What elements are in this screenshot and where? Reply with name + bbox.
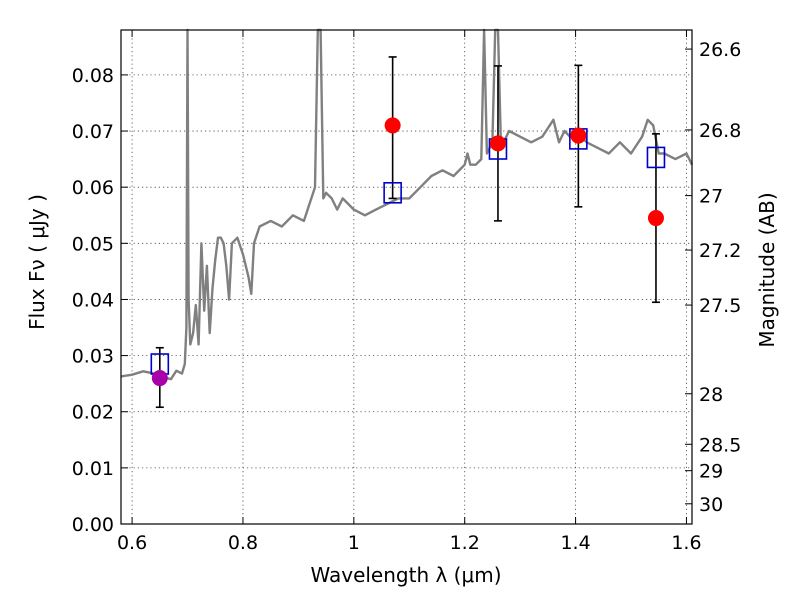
magnitude-tick-label: 27 — [699, 186, 723, 208]
magnitude-tick-label: 30 — [699, 494, 723, 516]
x-tick-label: 1.4 — [560, 532, 590, 554]
x-axis: 0.6 0.8 1 1.2 1.4 1.6 — [117, 30, 702, 554]
magnitude-tick-label: 28.5 — [699, 434, 741, 456]
y-tick-label: 0.02 — [72, 402, 114, 424]
x-tick-label: 0.8 — [228, 532, 258, 554]
grid-layer — [121, 30, 692, 525]
magnitude-axis: 26.6 26.8 27 27.2 27.5 28 28.5 29 30 — [685, 39, 741, 516]
magnitude-tick-label: 27.5 — [699, 295, 741, 317]
y-tick-label: 0.07 — [72, 121, 114, 143]
spectrum-line — [120, 28, 694, 381]
y-tick-label: 0.05 — [72, 233, 114, 255]
errorbar-layer — [155, 56, 660, 409]
square-layer — [150, 128, 666, 375]
x-tick-label: 0.6 — [117, 532, 147, 554]
magnitude-tick-label: 27.2 — [699, 240, 741, 262]
y-tick-label: 0.01 — [72, 458, 114, 480]
observed-flux-point — [384, 117, 401, 134]
y-tick-label: 0.06 — [72, 177, 114, 199]
x-tick-label: 1 — [348, 532, 360, 554]
right-axis-title: Magnitude (AB) — [755, 192, 779, 347]
observed-flux-point — [151, 370, 168, 387]
magnitude-tick-label: 26.8 — [699, 120, 741, 142]
y-tick-label: 0.08 — [72, 65, 114, 87]
observed-flux-point — [570, 127, 587, 144]
x-axis-title: Wavelength λ (μm) — [310, 563, 501, 587]
point-layer — [151, 117, 664, 387]
x-tick-label: 1.6 — [671, 532, 701, 554]
model-photometry-square — [646, 146, 666, 169]
y-tick-label: 0.04 — [72, 289, 114, 311]
spectrum-layer — [120, 28, 694, 381]
y-axis: 0.00 0.01 0.02 0.03 0.04 0.05 0.06 0.07 0.08 — [72, 65, 128, 536]
y-tick-label: 0.00 — [72, 514, 114, 536]
plot-frame — [120, 29, 693, 525]
x-tick-label: 1.2 — [450, 532, 480, 554]
magnitude-tick-label: 28 — [699, 384, 723, 406]
observed-flux-point — [489, 135, 506, 152]
y-tick-label: 0.03 — [72, 346, 114, 368]
magnitude-tick-label: 26.6 — [699, 39, 741, 61]
y-axis-title: Flux Fν ( μJy ) — [25, 194, 49, 330]
model-photometry-square — [383, 181, 402, 204]
observed-flux-point — [647, 210, 664, 227]
magnitude-tick-label: 29 — [699, 461, 723, 483]
